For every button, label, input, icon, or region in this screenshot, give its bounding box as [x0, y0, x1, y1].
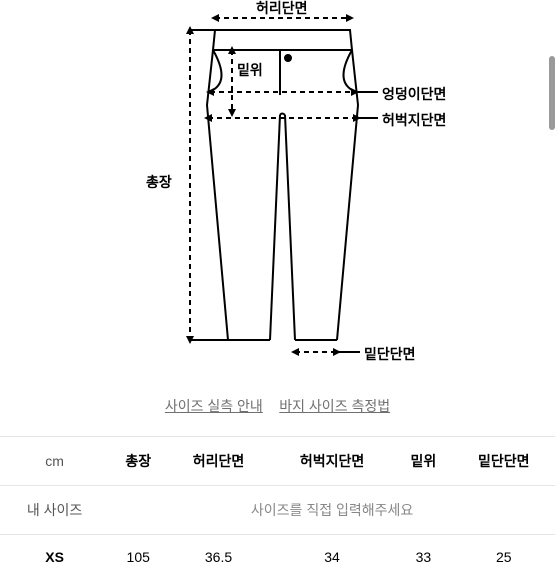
xs-waist: 36.5 — [167, 535, 269, 579]
table-row: XS 105 36.5 34 33 25 — [0, 535, 555, 579]
help-links: 사이즈 실측 안내 바지 사이즈 측정법 — [0, 390, 555, 436]
row-xs-label: XS — [0, 535, 109, 579]
link-size-info[interactable]: 사이즈 실측 안내 — [165, 398, 263, 414]
xs-total-length: 105 — [109, 535, 167, 579]
label-waist: 허리단면 — [256, 0, 308, 18]
label-hip: 엉덩이단면 — [382, 84, 446, 104]
label-rise: 밑위 — [237, 60, 263, 80]
col-rise: 밑위 — [394, 437, 452, 486]
scrollbar-indicator — [549, 56, 555, 130]
col-total-length: 총장 — [109, 437, 167, 486]
table-header-row: cm 총장 허리단면 허벅지단면 밑위 밑단단면 — [0, 437, 555, 486]
link-how-to-measure[interactable]: 바지 사이즈 측정법 — [279, 398, 390, 414]
xs-rise: 33 — [394, 535, 452, 579]
xs-thigh: 34 — [270, 535, 395, 579]
col-hem: 밑단단면 — [452, 437, 555, 486]
pants-size-diagram: 허리단면 밑위 엉덩이단면 허벅지단면 총장 밑단단면 — [0, 0, 555, 390]
col-waist: 허리단면 — [167, 437, 269, 486]
size-table: cm 총장 허리단면 허벅지단면 밑위 밑단단면 내 사이즈 사이즈를 직접 입… — [0, 436, 555, 579]
unit-header: cm — [0, 437, 109, 486]
label-thigh: 허벅지단면 — [382, 110, 446, 130]
label-total-length: 총장 — [146, 172, 172, 192]
my-size-placeholder[interactable]: 사이즈를 직접 입력해주세요 — [109, 486, 555, 535]
pants-svg — [0, 0, 555, 390]
my-size-row[interactable]: 내 사이즈 사이즈를 직접 입력해주세요 — [0, 486, 555, 535]
my-size-label: 내 사이즈 — [0, 486, 109, 535]
col-thigh: 허벅지단면 — [270, 437, 395, 486]
label-hem: 밑단단면 — [364, 344, 416, 364]
xs-hem: 25 — [452, 535, 555, 579]
